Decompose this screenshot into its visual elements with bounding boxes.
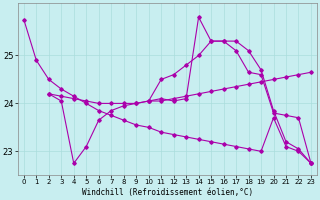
X-axis label: Windchill (Refroidissement éolien,°C): Windchill (Refroidissement éolien,°C) xyxy=(82,188,253,197)
